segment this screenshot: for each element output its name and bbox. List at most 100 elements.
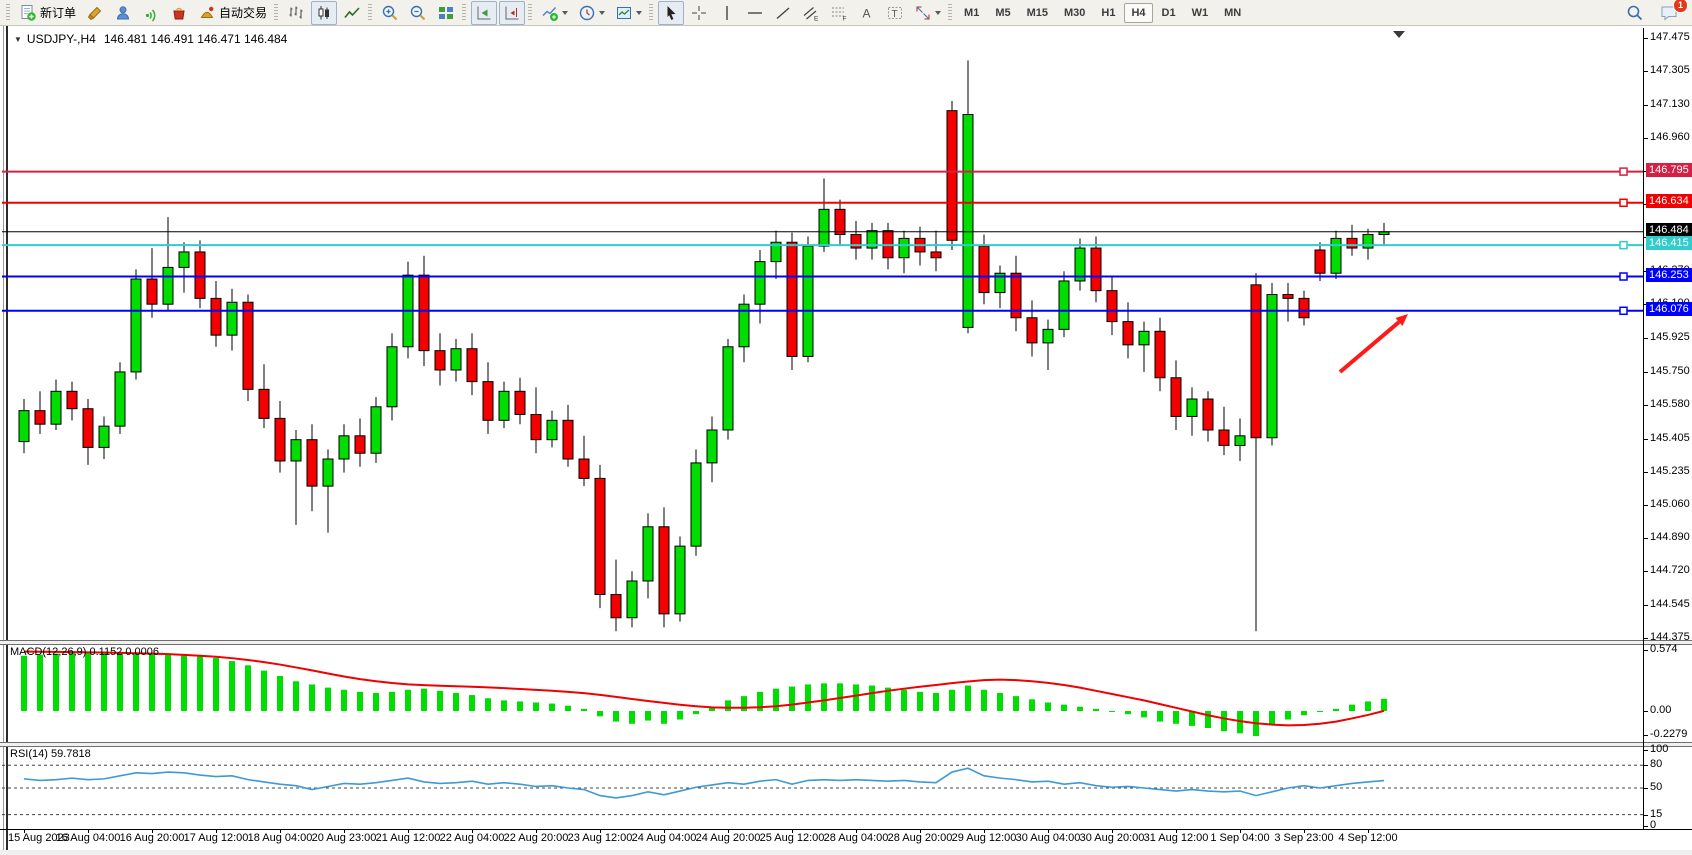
- time-axis-label: 28 Aug 20:00: [887, 832, 953, 844]
- toolbar-grip[interactable]: [462, 3, 467, 22]
- timeframe-w1-button[interactable]: W1: [1191, 6, 1209, 19]
- chart-area[interactable]: ▼ USDJPY-,H4 146.481 146.491 146.471 146…: [0, 26, 1692, 855]
- price-line-label[interactable]: 146.795: [1646, 162, 1692, 177]
- trendline-button[interactable]: [770, 1, 796, 25]
- chevron-down-icon[interactable]: ▼: [14, 34, 22, 44]
- price-line-label[interactable]: 146.076: [1646, 301, 1692, 316]
- price-chart-canvas[interactable]: [0, 28, 1692, 640]
- price-line-label[interactable]: 146.415: [1646, 236, 1692, 251]
- tile-windows-button[interactable]: [433, 1, 459, 25]
- market-button[interactable]: [166, 1, 192, 25]
- rsi-axis-label: 100: [1650, 743, 1669, 755]
- chisel-icon: [86, 4, 104, 22]
- timeframe-m1-button[interactable]: M1: [964, 6, 980, 19]
- line-chart-button[interactable]: [339, 1, 365, 25]
- fibonacci-button[interactable]: F: [826, 1, 852, 25]
- time-axis-label: 25 Aug 12:00: [759, 832, 825, 844]
- zoom-out-button[interactable]: [405, 1, 431, 25]
- timeframe-d1-button[interactable]: D1: [1161, 6, 1176, 19]
- time-axis-label: 28 Aug 04:00: [823, 832, 889, 844]
- price-line-label[interactable]: 146.253: [1646, 267, 1692, 282]
- dropdown-arrow-icon[interactable]: [562, 10, 569, 15]
- auto-scroll-button[interactable]: [471, 0, 498, 25]
- rsi-canvas[interactable]: [0, 747, 1692, 829]
- line-handle[interactable]: [1619, 272, 1628, 281]
- dropdown-arrow-icon[interactable]: [935, 10, 942, 15]
- tile-icon: [437, 4, 455, 22]
- text-button[interactable]: A: [854, 1, 880, 25]
- rsi-tick-mark: [1643, 826, 1648, 827]
- toolbar-grip[interactable]: [948, 3, 953, 22]
- time-tick-mark: [1176, 829, 1177, 833]
- person-icon: [114, 4, 132, 22]
- toolbar-grip[interactable]: [6, 3, 10, 22]
- price-axis-label: 147.305: [1650, 63, 1690, 76]
- pane-splitter-rsi[interactable]: [0, 742, 1692, 747]
- current-price-label[interactable]: 146.484: [1646, 222, 1692, 237]
- toolbar-grip[interactable]: [368, 3, 373, 22]
- search-button[interactable]: [1622, 1, 1648, 25]
- price-tick-mark: [1643, 471, 1648, 473]
- price-tick-mark: [1643, 505, 1648, 507]
- toolbar-grip[interactable]: [649, 3, 654, 22]
- cursor-button[interactable]: [658, 0, 685, 25]
- candlestick-chart-button[interactable]: [311, 0, 338, 25]
- chart-shift-button[interactable]: [499, 0, 526, 25]
- price-line-label[interactable]: 146.634: [1646, 193, 1692, 208]
- line-handle[interactable]: [1619, 240, 1628, 250]
- timeframe-m5-button[interactable]: M5: [995, 6, 1011, 19]
- horizontal-line-button[interactable]: [742, 1, 768, 25]
- linechart-icon: [343, 4, 361, 22]
- label-button[interactable]: T: [882, 1, 908, 25]
- timeframe-h4-button[interactable]: H4: [1124, 2, 1153, 23]
- dropdown-arrow-icon[interactable]: [599, 10, 606, 15]
- arrow-tools-button[interactable]: [910, 1, 945, 25]
- bar-chart-button[interactable]: [283, 1, 309, 25]
- chat-button[interactable]: 1: [1656, 0, 1688, 25]
- macd-axis-label: 0.00: [1650, 704, 1672, 716]
- price-axis-label: 144.545: [1650, 598, 1690, 611]
- community-button[interactable]: [110, 1, 136, 25]
- channel-button[interactable]: E: [798, 1, 824, 25]
- toolbar-grip[interactable]: [528, 3, 533, 22]
- periods-button[interactable]: [574, 1, 609, 25]
- rsi-axis-label: 80: [1650, 758, 1663, 771]
- price-axis-label: 145.235: [1650, 464, 1690, 477]
- signals-button[interactable]: [138, 1, 164, 25]
- new-order-button[interactable]: 新订单: [15, 1, 80, 25]
- toolbar-grip[interactable]: [274, 3, 279, 22]
- timeframe-mn-button[interactable]: MN: [1224, 6, 1242, 19]
- macd-axis-label: 0.574: [1650, 643, 1678, 655]
- templates-button[interactable]: [611, 1, 646, 25]
- signal-icon: [142, 4, 160, 22]
- macd-main-value: 0.1152: [89, 646, 123, 658]
- time-tick-mark: [856, 829, 857, 833]
- chart-shift-icon: [503, 4, 521, 22]
- price-axis-label: 145.925: [1650, 330, 1690, 343]
- new-order-button-label: 新订单: [40, 6, 77, 20]
- line-handle[interactable]: [1619, 167, 1628, 176]
- vertical-line-button[interactable]: [714, 1, 740, 25]
- chart-shift-marker[interactable]: [1393, 31, 1405, 38]
- pane-splitter-macd[interactable]: [0, 640, 1692, 645]
- line-handle[interactable]: [1619, 198, 1628, 208]
- macd-canvas[interactable]: [0, 645, 1692, 742]
- arrow-annotation[interactable]: [1338, 314, 1408, 374]
- autotrading-button[interactable]: 自动交易: [194, 1, 271, 25]
- metaeditor-button[interactable]: [82, 1, 108, 25]
- dropdown-arrow-icon[interactable]: [636, 10, 643, 15]
- time-tick-mark: [1112, 829, 1113, 833]
- zoom-in-button[interactable]: [377, 1, 403, 25]
- price-tick-mark: [1643, 304, 1648, 306]
- line-handle[interactable]: [1619, 306, 1628, 316]
- timeframe-h1-button[interactable]: H1: [1101, 6, 1116, 19]
- rsi-tick-mark: [1643, 788, 1648, 789]
- magnifier-icon: [1626, 4, 1644, 22]
- indicators-button[interactable]: [537, 1, 572, 25]
- time-axis-label: 16 Aug 04:00: [55, 832, 121, 844]
- timeframe-m30-button[interactable]: M30: [1064, 6, 1086, 19]
- crosshair-button[interactable]: [686, 1, 712, 25]
- price-tick-mark: [1643, 237, 1648, 239]
- text-a-icon: A: [858, 4, 876, 22]
- timeframe-m15-button[interactable]: M15: [1026, 6, 1048, 19]
